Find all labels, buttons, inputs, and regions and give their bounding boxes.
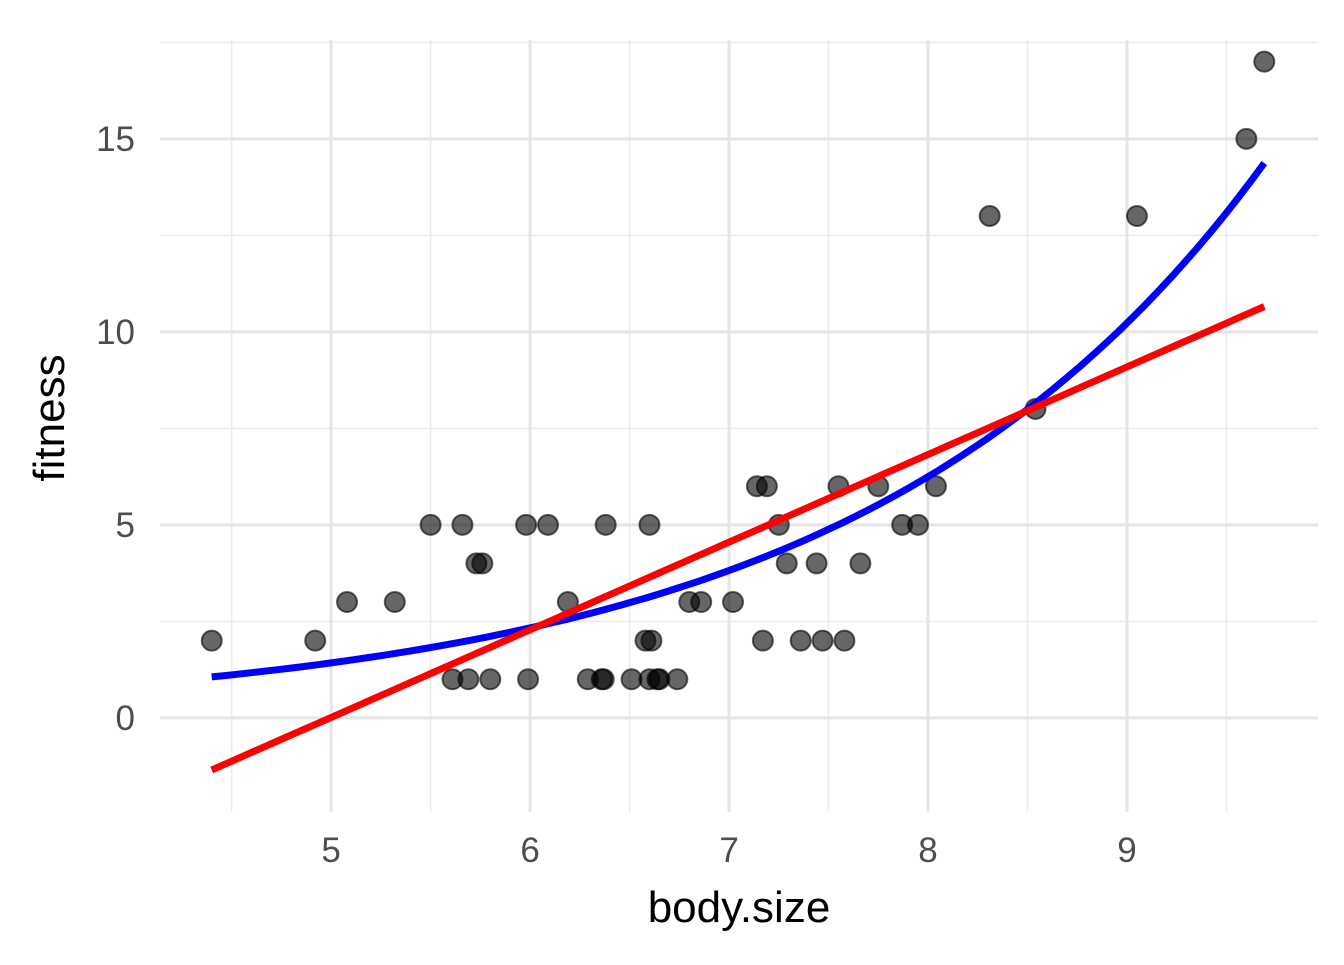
data-point [536, 513, 559, 536]
grid [160, 40, 1318, 812]
data-point [751, 629, 774, 652]
x-tick-label: 9 [1117, 831, 1136, 870]
data-point [336, 591, 359, 614]
y-tick-label: 15 [96, 120, 135, 159]
data-point [451, 513, 474, 536]
data-point [419, 513, 442, 536]
data-point [592, 668, 615, 691]
data-point [755, 475, 778, 498]
data-point [978, 205, 1001, 228]
data-point [789, 629, 812, 652]
data-point [304, 629, 327, 652]
data-point [515, 513, 538, 536]
data-points [200, 50, 1276, 691]
y-axis-ticks: 0 5 10 15 [96, 120, 135, 738]
data-point [1125, 205, 1148, 228]
data-point [690, 591, 713, 614]
data-point [640, 629, 663, 652]
x-axis-ticks: 5 6 7 8 9 [321, 831, 1136, 870]
data-point [775, 552, 798, 575]
data-point [479, 668, 502, 691]
data-point [811, 629, 834, 652]
data-point [666, 668, 689, 691]
x-tick-label: 8 [918, 831, 937, 870]
data-point [722, 591, 745, 614]
y-tick-label: 5 [116, 506, 135, 545]
data-point [638, 513, 661, 536]
data-point [383, 591, 406, 614]
data-point [517, 668, 540, 691]
data-point [805, 552, 828, 575]
data-point [200, 629, 223, 652]
x-tick-label: 5 [321, 831, 340, 870]
y-axis-label: fitness [25, 354, 74, 481]
data-point [924, 475, 947, 498]
data-point [471, 552, 494, 575]
exponential-fit-line [211, 161, 1268, 681]
x-axis-label: body.size [648, 883, 831, 932]
data-point [594, 513, 617, 536]
data-point [907, 513, 930, 536]
linear-fit-line [210, 303, 1266, 774]
y-tick-label: 10 [96, 313, 135, 352]
data-point [1253, 50, 1276, 73]
y-tick-label: 0 [116, 699, 135, 738]
data-point [849, 552, 872, 575]
x-tick-label: 6 [520, 831, 539, 870]
data-point [457, 668, 480, 691]
data-point [1235, 127, 1258, 150]
data-point [833, 629, 856, 652]
fit-lines [210, 161, 1268, 774]
x-tick-label: 7 [719, 831, 738, 870]
